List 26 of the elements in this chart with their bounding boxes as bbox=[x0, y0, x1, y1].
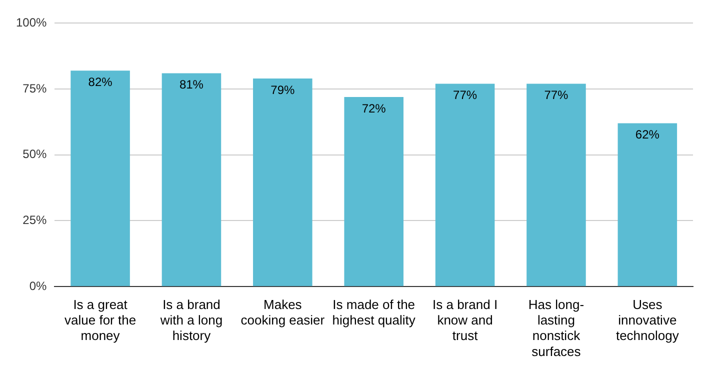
bar bbox=[435, 84, 495, 286]
y-tick-label: 75% bbox=[22, 81, 48, 96]
bar bbox=[618, 123, 678, 286]
data-label: 72% bbox=[362, 101, 386, 116]
data-label: 81% bbox=[179, 78, 204, 92]
bar bbox=[526, 84, 586, 286]
data-label: 77% bbox=[544, 88, 569, 102]
bar bbox=[253, 78, 312, 286]
x-tick-label: Is a brand I know and trust bbox=[432, 296, 498, 344]
data-label: 82% bbox=[88, 74, 113, 89]
y-tick-label: 25% bbox=[22, 213, 48, 228]
x-tick-label: Has long-lasting nonstick surfaces bbox=[528, 296, 584, 359]
data-label: 79% bbox=[270, 82, 295, 97]
x-tick-label: Uses innovative technology bbox=[616, 296, 680, 344]
bar bbox=[162, 73, 222, 286]
x-tick-label: Is a great value for the money bbox=[64, 296, 136, 344]
y-tick-label: 0% bbox=[29, 278, 48, 293]
x-tick-label: Is a brand with a long history bbox=[159, 296, 223, 344]
data-label: 77% bbox=[453, 88, 478, 102]
bar bbox=[70, 70, 130, 286]
data-label: 62% bbox=[635, 128, 660, 142]
x-tick-label: Is made of the highest quality bbox=[332, 296, 416, 328]
bar bbox=[344, 96, 404, 286]
y-tick-label: 50% bbox=[22, 147, 48, 162]
y-tick-label: 100% bbox=[16, 16, 48, 30]
x-tick-label: Makes cooking easier bbox=[240, 296, 326, 328]
